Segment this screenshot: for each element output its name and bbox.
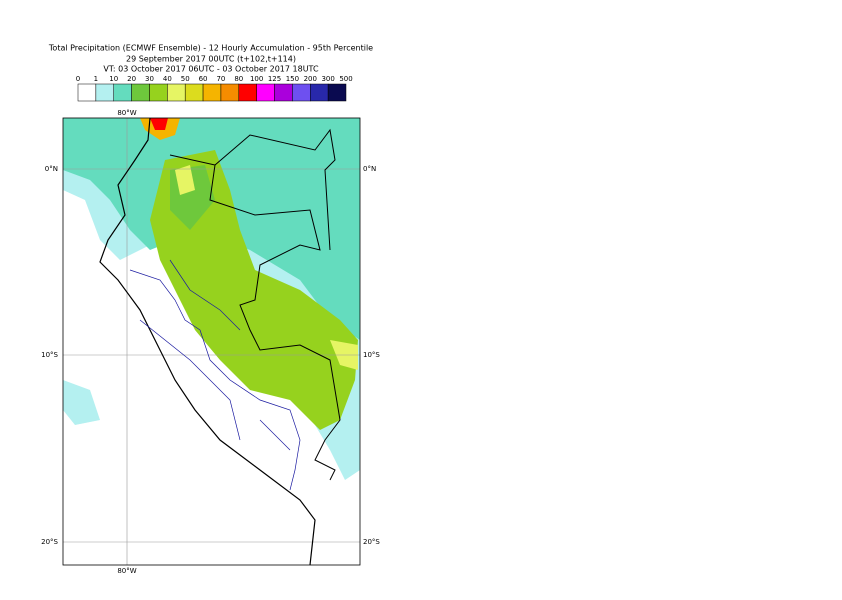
valid-time: VT: 03 October 2017 06UTC - 03 October 2… bbox=[103, 65, 319, 74]
lon-label: 80°W bbox=[117, 567, 136, 575]
colorbar-label: 125 bbox=[268, 75, 281, 83]
colorbar-swatch bbox=[274, 83, 293, 102]
colorbar-swatch bbox=[113, 83, 132, 102]
colorbar-swatch bbox=[149, 83, 168, 102]
precip-heavy bbox=[150, 150, 358, 430]
colorbar-swatch bbox=[220, 83, 240, 102]
colorbar: 0 1 10 20 30 40 50 60 70 80 100 125 150 200 300 500 bbox=[76, 75, 353, 102]
colorbar-swatch bbox=[327, 83, 347, 102]
colorbar-swatch bbox=[310, 83, 329, 102]
colorbar-label: 60 bbox=[199, 75, 208, 83]
colorbar-label: 1 bbox=[94, 75, 98, 83]
precip-ocean bbox=[63, 380, 100, 425]
lat-label: 10°S bbox=[41, 351, 58, 359]
colorbar-swatch bbox=[184, 83, 204, 102]
lat-label: 0°N bbox=[45, 165, 58, 173]
lon-label: 80°W bbox=[117, 109, 136, 117]
lat-label: 20°S bbox=[41, 538, 58, 546]
lat-label: 0°N bbox=[363, 165, 376, 173]
colorbar-swatch bbox=[167, 83, 186, 102]
colorbar-swatch bbox=[131, 83, 150, 102]
colorbar-label: 80 bbox=[234, 75, 243, 83]
colorbar-swatch bbox=[292, 83, 311, 102]
colorbar-label: 50 bbox=[181, 75, 190, 83]
colorbar-label: 70 bbox=[216, 75, 225, 83]
map bbox=[62, 117, 361, 566]
base-time: 29 September 2017 00UTC (t+102,t+114) bbox=[126, 55, 296, 64]
colorbar-label: 200 bbox=[304, 75, 317, 83]
colorbar-swatch bbox=[202, 83, 222, 102]
lat-label: 10°S bbox=[363, 351, 380, 359]
colorbar-label: 30 bbox=[145, 75, 154, 83]
admin-borders bbox=[129, 259, 301, 491]
colorbar-swatch bbox=[256, 83, 275, 102]
lat-label: 20°S bbox=[363, 538, 380, 546]
colorbar-label: 0 bbox=[76, 75, 80, 83]
colorbar-label: 40 bbox=[163, 75, 172, 83]
precip-max bbox=[150, 118, 168, 130]
border bbox=[169, 154, 341, 481]
coastline bbox=[99, 117, 316, 566]
colorbar-label: 500 bbox=[339, 75, 352, 83]
colorbar-label: 150 bbox=[286, 75, 299, 83]
border bbox=[214, 128, 336, 251]
colorbar-swatch bbox=[77, 83, 97, 102]
title: Total Precipitation (ECMWF Ensemble) - 1… bbox=[48, 44, 373, 53]
map-frame bbox=[62, 117, 361, 566]
precip-peak bbox=[175, 165, 195, 195]
colorbar-swatch bbox=[95, 83, 114, 102]
colorbar-label: 100 bbox=[250, 75, 263, 83]
colorbar-label: 300 bbox=[321, 75, 334, 83]
colorbar-swatch bbox=[238, 83, 257, 102]
colorbar-label: 20 bbox=[127, 75, 136, 83]
graticule bbox=[63, 118, 360, 565]
colorbar-label: 10 bbox=[109, 75, 118, 83]
